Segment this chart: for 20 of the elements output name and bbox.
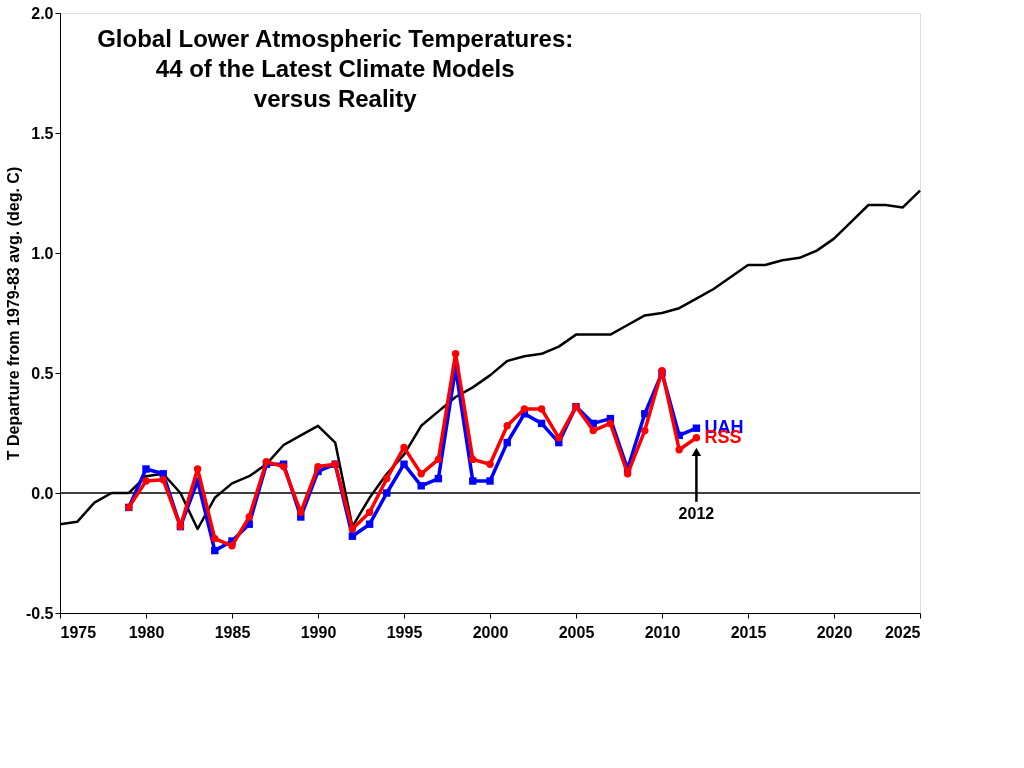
- x-tick-label: 1975: [60, 623, 97, 641]
- y-tick-label: -0.5: [25, 604, 54, 622]
- y-tick-label: 0.5: [31, 364, 54, 382]
- y-axis-title: T Departure from 1979-83 avg. (deg. C): [4, 166, 22, 461]
- text: Global Lower Atmospheric Temperatures: 44 of the Latest Climate Models versus Reality: [97, 25, 574, 112]
- x-tick-label: 1995: [386, 623, 423, 641]
- x-tick-label: 2010: [644, 623, 681, 641]
- x-tick-label: 1985: [214, 623, 251, 641]
- x-tick-label: 1990: [300, 623, 337, 641]
- annotation: 2012: [678, 504, 715, 522]
- x-tick-label: 2020: [816, 623, 853, 641]
- y-tick-label: 1.0: [31, 244, 54, 262]
- y-tick-label: 1.5: [31, 124, 54, 142]
- y-tick-label: 2.0: [31, 4, 54, 22]
- x-tick-label: 2025: [884, 623, 921, 641]
- x-tick-label: 2005: [558, 623, 595, 641]
- x-tick-label: 1980: [128, 623, 165, 641]
- y-tick-label: 0.0: [31, 484, 54, 502]
- x-tick-label: 2000: [472, 623, 509, 641]
- x-tick-label: 2015: [730, 623, 767, 641]
